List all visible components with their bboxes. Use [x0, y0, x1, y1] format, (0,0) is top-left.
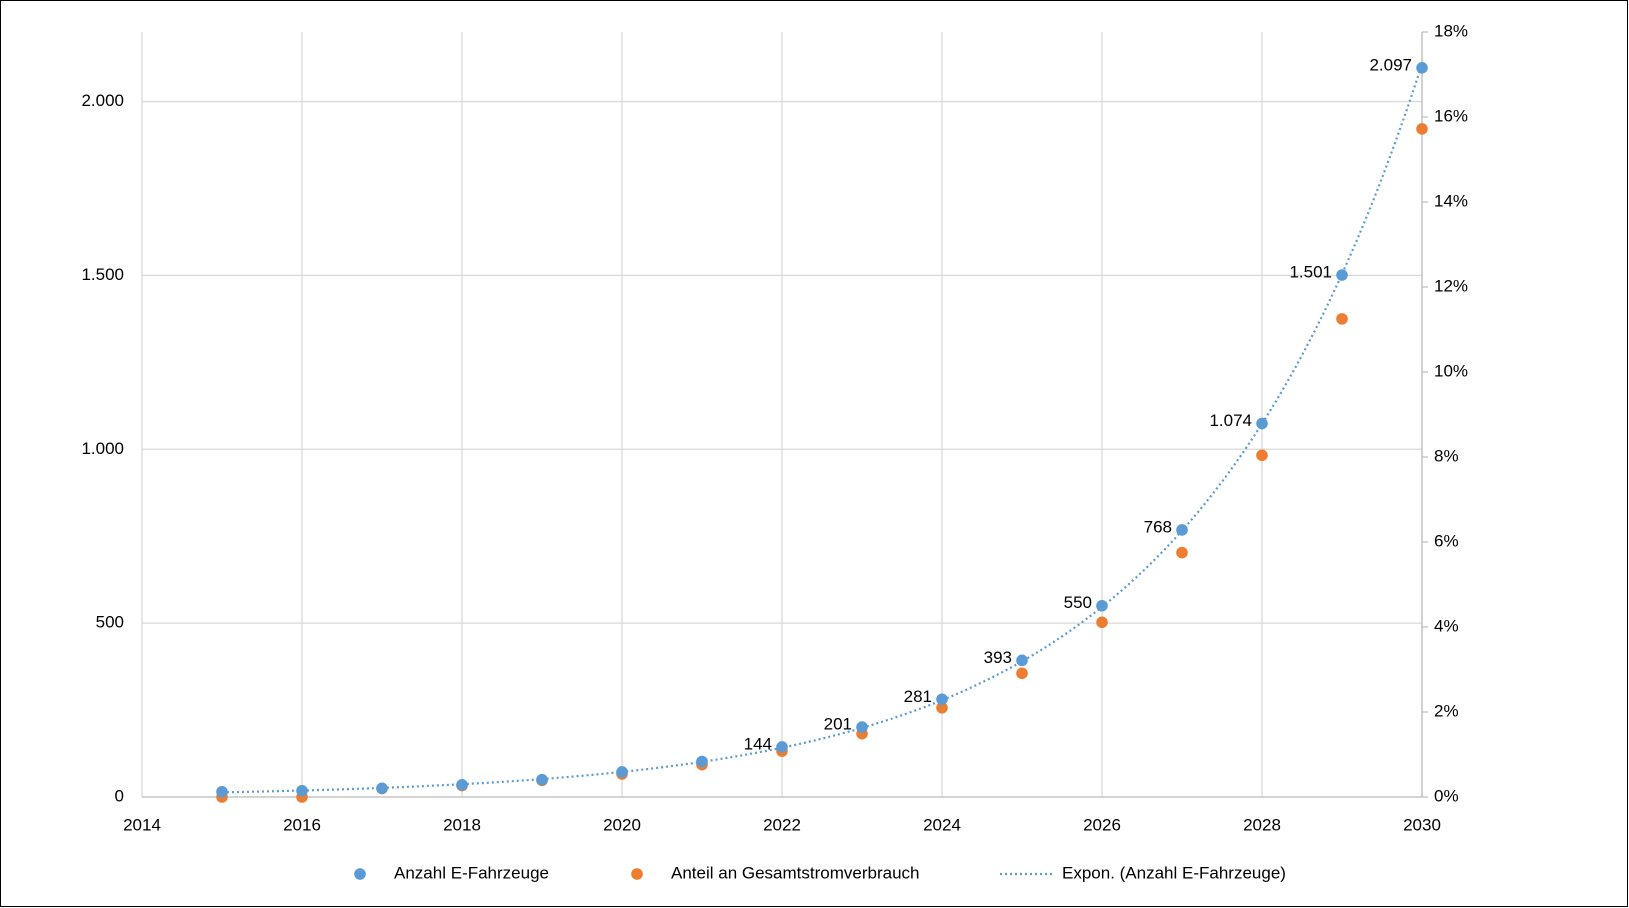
data-point	[616, 766, 628, 778]
x-tick-label: 2028	[1243, 815, 1281, 834]
legend-marker	[631, 868, 643, 880]
data-point	[1256, 449, 1268, 462]
x-tick-label: 2030	[1403, 815, 1441, 834]
legend-label: Anteil an Gesamtstromverbrauch	[671, 863, 920, 882]
data-label: 550	[1064, 593, 1092, 612]
data-point	[456, 779, 468, 791]
data-point	[1176, 546, 1188, 559]
y-tick-label: 1.500	[81, 265, 124, 284]
x-tick-label: 2024	[923, 815, 961, 834]
data-point	[216, 785, 228, 798]
data-point	[1096, 599, 1108, 612]
data-label: 1.074	[1209, 411, 1252, 430]
data-label: 201	[824, 715, 852, 734]
data-point	[296, 784, 308, 797]
data-point	[1336, 313, 1348, 325]
y-tick-label: 500	[96, 613, 124, 632]
x-tick-label: 2022	[763, 815, 801, 834]
y2-tick-label: 0%	[1434, 786, 1459, 805]
y-tick-label: 0	[115, 786, 124, 805]
y2-tick-label: 6%	[1434, 531, 1459, 550]
x-tick-label: 2018	[443, 815, 481, 834]
data-point	[1416, 62, 1428, 74]
y2-tick-label: 16%	[1434, 106, 1468, 125]
data-point	[696, 755, 708, 768]
data-point	[1416, 123, 1428, 135]
legend-marker	[354, 868, 366, 880]
data-point	[1336, 269, 1348, 281]
data-point	[1256, 417, 1268, 430]
data-point	[536, 773, 548, 786]
data-point	[1176, 524, 1188, 536]
data-point	[1096, 616, 1108, 629]
data-label: 144	[744, 734, 772, 753]
y2-tick-label: 10%	[1434, 361, 1468, 380]
trendline	[221, 63, 1424, 794]
data-point	[856, 721, 868, 733]
data-label: 393	[984, 648, 1012, 667]
data-point	[936, 693, 948, 706]
y2-tick-label: 18%	[1434, 21, 1468, 40]
data-point	[1016, 667, 1028, 680]
data-point	[376, 782, 388, 795]
data-label: 2.097	[1369, 55, 1412, 74]
data-point	[776, 741, 788, 753]
legend-label: Anzahl E-Fahrzeuge	[394, 863, 549, 882]
data-label: 281	[904, 687, 932, 706]
x-tick-label: 2014	[123, 815, 161, 834]
x-tick-label: 2026	[1083, 815, 1121, 834]
x-tick-label: 2016	[283, 815, 321, 834]
legend-label: Expon. (Anzahl E-Fahrzeuge)	[1062, 863, 1286, 882]
y2-tick-label: 12%	[1434, 276, 1468, 295]
y-tick-label: 2.000	[81, 91, 124, 110]
y2-tick-label: 8%	[1434, 446, 1459, 465]
y2-tick-label: 14%	[1434, 191, 1468, 210]
y2-tick-label: 4%	[1434, 616, 1459, 635]
data-label: 768	[1144, 517, 1172, 536]
data-point	[1016, 654, 1028, 667]
data-label: 1.501	[1289, 263, 1332, 282]
x-tick-label: 2020	[603, 815, 641, 834]
y2-tick-label: 2%	[1434, 701, 1459, 720]
data-point	[936, 701, 948, 714]
y-tick-label: 1.000	[81, 439, 124, 458]
